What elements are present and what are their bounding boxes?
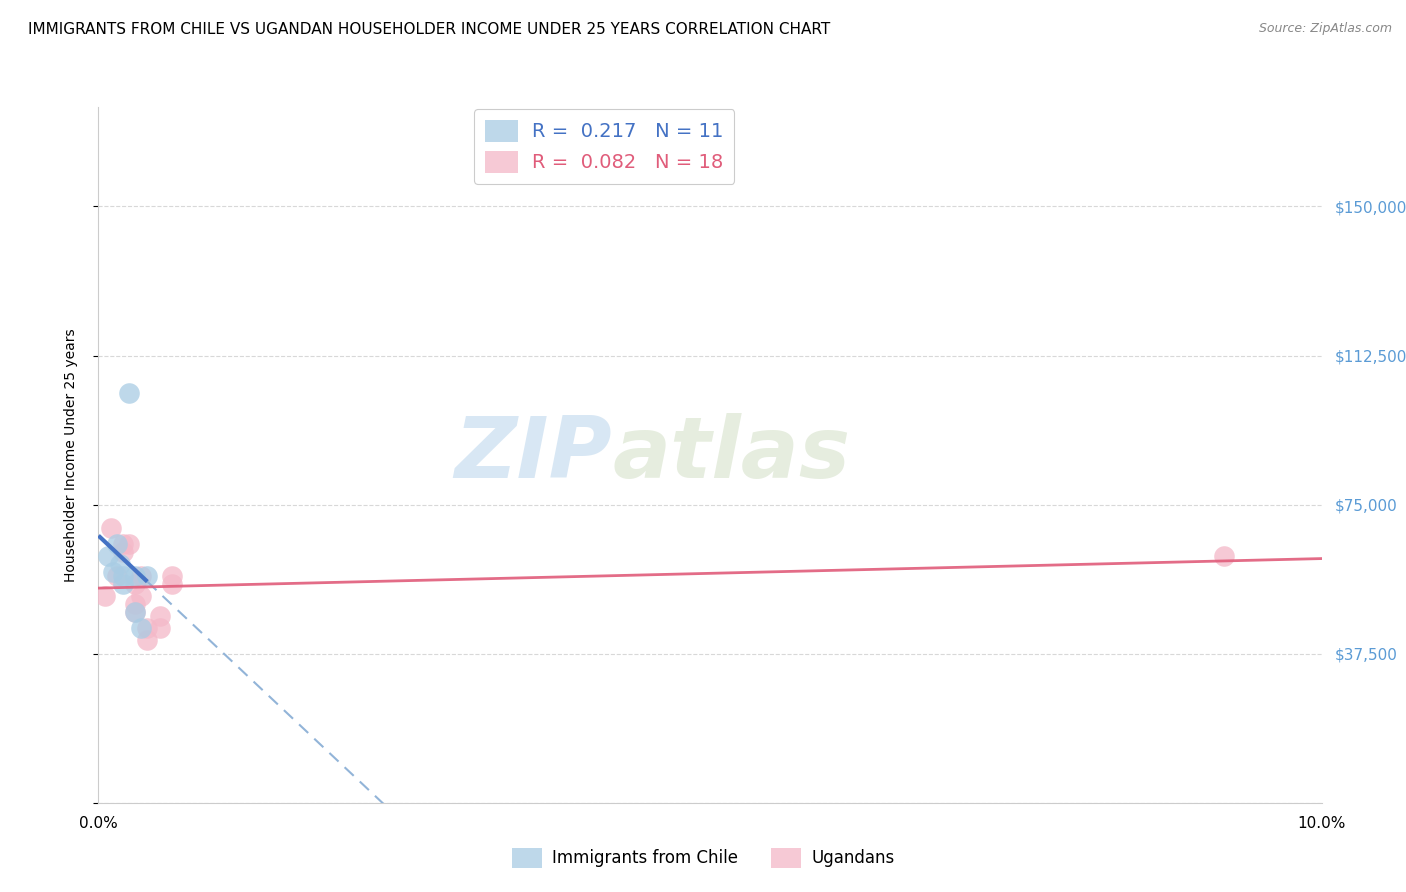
Point [111, 537, 134, 551]
Point [100, 521, 122, 535]
Point [124, 597, 146, 611]
Point [160, 569, 183, 583]
Point [111, 577, 134, 591]
Legend: Immigrants from Chile, Ugandans: Immigrants from Chile, Ugandans [505, 841, 901, 875]
Text: Source: ZipAtlas.com: Source: ZipAtlas.com [1258, 22, 1392, 36]
Point [118, 537, 141, 551]
Point [149, 621, 172, 635]
Point [129, 589, 152, 603]
Point [124, 605, 146, 619]
Point [105, 537, 128, 551]
Point [149, 609, 172, 624]
Text: ZIP: ZIP [454, 413, 612, 497]
Point [136, 621, 159, 635]
Point [124, 569, 146, 583]
Point [124, 577, 146, 591]
Legend: R =  0.217   N = 11, R =  0.082   N = 18: R = 0.217 N = 11, R = 0.082 N = 18 [474, 109, 734, 184]
Point [129, 621, 152, 635]
Y-axis label: Householder Income Under 25 years: Householder Income Under 25 years [63, 328, 77, 582]
Point [111, 545, 134, 559]
Point [136, 569, 159, 583]
Point [160, 577, 183, 591]
Point [136, 632, 159, 647]
Point [101, 565, 124, 579]
Point [1212, 549, 1234, 564]
Point [129, 569, 152, 583]
Point [118, 386, 141, 401]
Text: IMMIGRANTS FROM CHILE VS UGANDAN HOUSEHOLDER INCOME UNDER 25 YEARS CORRELATION C: IMMIGRANTS FROM CHILE VS UGANDAN HOUSEHO… [28, 22, 831, 37]
Point [111, 569, 134, 583]
Point [93, 589, 115, 603]
Text: atlas: atlas [612, 413, 851, 497]
Point [105, 569, 128, 583]
Point [124, 605, 146, 619]
Point [110, 558, 132, 572]
Point [97, 549, 120, 564]
